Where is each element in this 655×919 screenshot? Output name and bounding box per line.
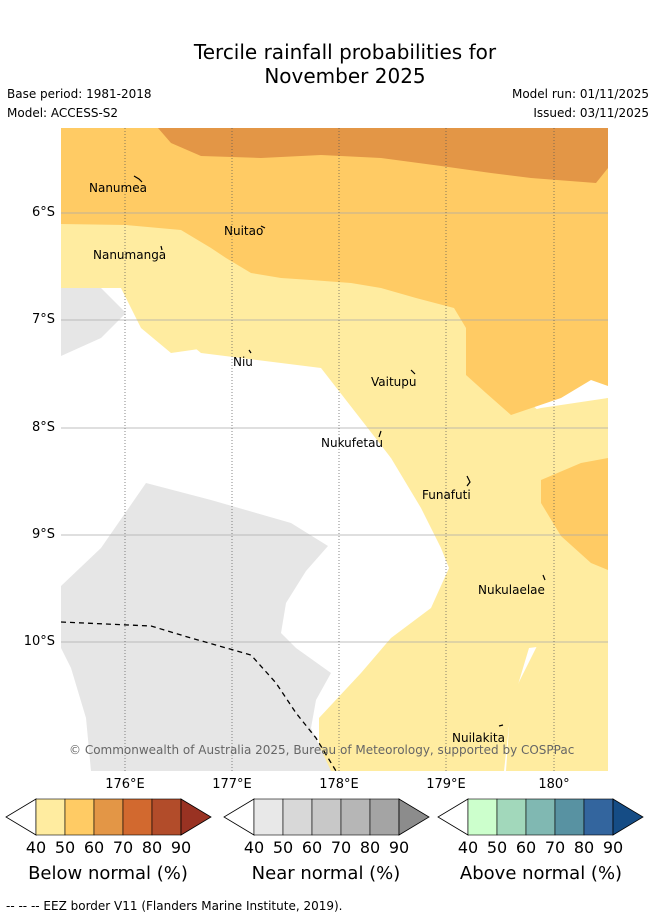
lon-tick-176e: 176°E [105,777,145,792]
colorbar-above-tick: 80 [573,838,595,857]
colorbar-below [5,798,212,836]
lon-tick-177e: 177°E [212,777,252,792]
lat-tick-8s: 8°S [31,420,55,435]
lat-tick-9s: 9°S [31,527,55,542]
island-label-niu: Niu [233,355,253,369]
nukulaelae-mark [542,574,546,581]
colorbar-near-low-extend [223,798,255,836]
colorbar-above [437,798,644,836]
colorbar-near-segment [311,798,342,836]
lat-tick-6s: 6°S [31,205,55,220]
colorbar-below-segment [151,798,182,836]
colorbar-near [223,798,430,836]
lon-tick-179e: 179°E [426,777,466,792]
colorbar-near-segment [282,798,313,836]
nuilakita-mark [498,724,504,727]
colorbar-near-segment [340,798,371,836]
colorbar-near-segment [369,798,400,836]
lon-tick-178e: 178°E [319,777,359,792]
nuitao-mark [260,225,266,229]
colorbar-near-high-extend [398,798,430,836]
colorbar-below-tick: 80 [141,838,163,857]
colorbar-below-segment [35,798,66,836]
colorbar-below-tick: 90 [170,838,192,857]
niu-mark [248,349,252,354]
colorbar-near-tick: 40 [243,838,265,857]
below-50-east [541,458,608,570]
model-name: Model: ACCESS-S2 [7,106,119,120]
colorbar-above-segment [525,798,556,836]
lat-tick-7s: 7°S [31,312,55,327]
island-marks [133,175,546,727]
colorbar-above-high-extend [612,798,644,836]
colorbar-near-segment [253,798,284,836]
lat-tick-10s: 10°S [23,634,55,649]
colorbar-below-tick: 70 [112,838,134,857]
colorbar-above-segment [554,798,585,836]
island-label-nanumanga: Nanumanga [93,248,167,262]
colorbar-below-segment [93,798,124,836]
near-40-south [61,483,331,771]
colorbar-above-segment [583,798,614,836]
colorbar-near-tick: 60 [301,838,323,857]
colorbar-below-tick: 50 [54,838,76,857]
colorbar-above-label: Above normal (%) [459,863,623,884]
funafuti-mark [466,475,471,487]
nanumanga-mark [160,245,163,251]
map-title-line1: Tercile rainfall probabilities for [193,40,497,64]
grid-lines [61,212,608,643]
island-label-vaitupu: Vaitupu [371,375,417,389]
grid-meridians [124,128,555,771]
copyright-notice: © Commonwealth of Australia 2025, Bureau… [69,743,575,757]
island-label-nukulaelae: Nukulaelae [478,583,545,597]
colorbar-below-low-extend [5,798,37,836]
below-60-region [158,128,608,183]
colorbar-below-tick: 40 [25,838,47,857]
colorbar-above-tick: 60 [515,838,537,857]
lon-tick-180: 180° [538,777,570,792]
island-label-nuitao: Nuitao [224,224,264,238]
island-label-nuilakita: Nuilakita [452,731,505,745]
model-run: Model run: 01/11/2025 [511,87,649,101]
colorbar-above-low-extend [437,798,469,836]
colorbar-near-tick: 50 [272,838,294,857]
colorbar-below-label: Below normal (%) [28,863,188,884]
colorbar-below-high-extend [180,798,212,836]
map-panel [60,128,608,772]
colorbars [5,798,644,836]
colorbar-near-tick: 80 [359,838,381,857]
colorbar-near-tick: 90 [388,838,410,857]
near-40-north [61,288,126,356]
below-50-region [61,128,608,415]
colorbar-above-tick: 50 [486,838,508,857]
vaitupu-mark [410,369,416,375]
colorbar-above-tick: 90 [602,838,624,857]
nukufetau-mark [378,430,382,438]
colorbar-near-label: Near normal (%) [251,863,401,884]
colorbar-below-segment [64,798,95,836]
base-period: Base period: 1981-2018 [7,87,152,101]
island-label-nukufetau: Nukufetau [321,436,384,450]
colorbar-above-segment [467,798,498,836]
rainfall-map [60,128,608,772]
issued-date: Issued: 03/11/2025 [533,106,649,120]
colorbar-near-tick: 70 [330,838,352,857]
island-label-nanumea: Nanumea [89,181,147,195]
below-40-south [61,168,608,771]
map-title-line2: November 2025 [264,64,426,88]
nanumea-mark [133,175,143,183]
colorbar-below-segment [122,798,153,836]
colorbar-above-tick: 70 [544,838,566,857]
colorbar-below-tick: 60 [83,838,105,857]
island-label-funafuti: Funafuti [422,488,471,502]
eez-footnote: -- -- -- EEZ border V11 (Flanders Marine… [6,899,343,913]
colorbar-above-segment [496,798,527,836]
colorbar-above-tick: 40 [457,838,479,857]
